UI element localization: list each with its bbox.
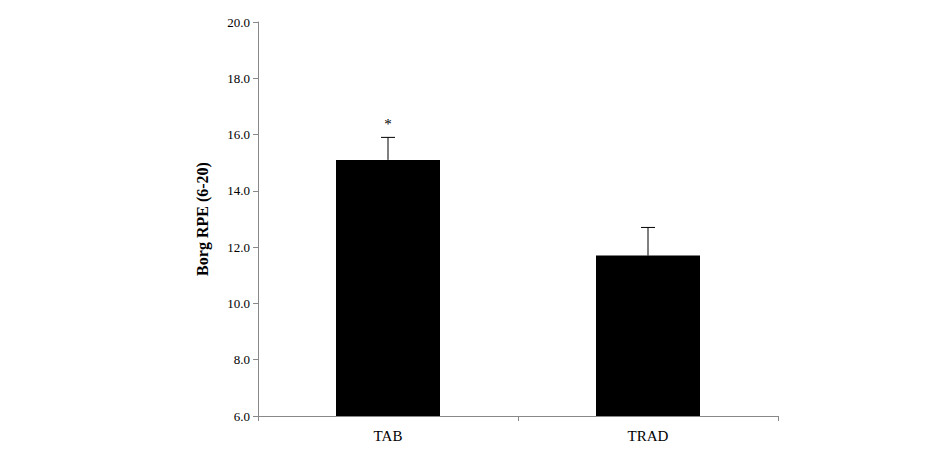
svg-text:TAB: TAB [374, 428, 403, 444]
svg-text:20.0: 20.0 [227, 15, 250, 30]
svg-text:12.0: 12.0 [227, 240, 250, 255]
svg-text:18.0: 18.0 [227, 71, 250, 86]
svg-text:8.0: 8.0 [234, 352, 250, 367]
svg-text:6.0: 6.0 [234, 409, 250, 424]
svg-text:14.0: 14.0 [227, 183, 250, 198]
svg-text:10.0: 10.0 [227, 296, 250, 311]
svg-text:Borg RPE (6-20): Borg RPE (6-20) [194, 162, 212, 276]
svg-text:16.0: 16.0 [227, 127, 250, 142]
svg-text:*: * [384, 116, 392, 132]
svg-text:TRAD: TRAD [628, 428, 669, 444]
